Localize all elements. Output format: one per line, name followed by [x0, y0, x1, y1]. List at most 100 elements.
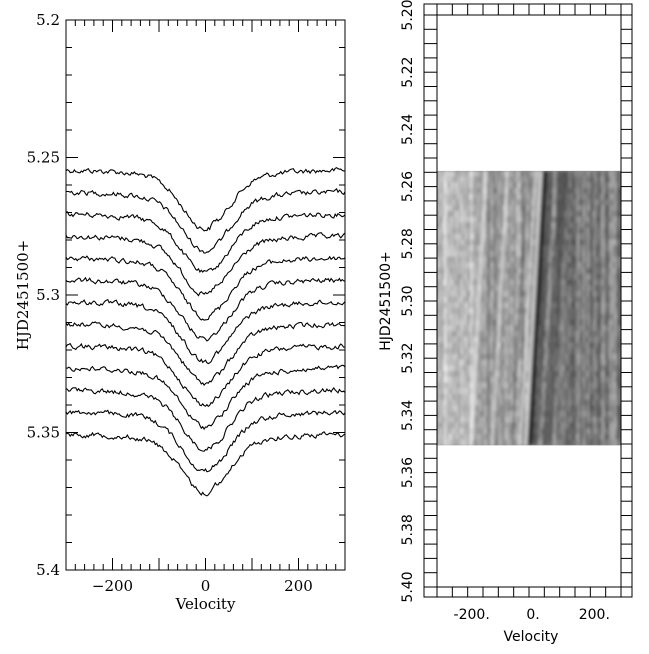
heatmap-cell [509, 199, 512, 206]
heatmap-cell [573, 371, 576, 378]
heatmap-cell [599, 353, 602, 361]
heatmap-cell [611, 439, 614, 446]
heatmap-cell [517, 222, 520, 229]
heatmap-cell [443, 188, 446, 195]
heatmap-cell [531, 296, 534, 304]
heatmap-cell [619, 416, 621, 424]
heatmap-cell [485, 268, 488, 275]
heatmap-cell [615, 170, 618, 178]
heatmap-cell [571, 428, 574, 435]
heatmap-cell [443, 313, 446, 321]
heatmap-cell [481, 331, 484, 338]
heatmap-cell [507, 290, 510, 298]
heatmap-cell [527, 176, 530, 183]
heatmap-cell [609, 245, 612, 252]
heatmap-cell [609, 205, 612, 212]
heatmap-cell [613, 199, 616, 206]
heatmap-cell [495, 308, 498, 315]
trailed-spectrum-panel: -200. 0. 200. 5.205.225.245.265.285.305.32… [378, 0, 633, 645]
heatmap-cell [467, 222, 470, 229]
heatmap-cell [479, 199, 482, 206]
heatmap-cell [515, 319, 518, 326]
heatmap-cell [557, 388, 560, 395]
heatmap-cell [559, 365, 562, 372]
heatmap-cell [611, 176, 614, 183]
heatmap-cell [587, 262, 590, 269]
heatmap-cell [455, 411, 458, 418]
heatmap-cell [507, 279, 510, 286]
heatmap-cell [579, 399, 582, 406]
heatmap-cell [555, 393, 558, 401]
left-x-tick-label: −200 [92, 577, 133, 595]
heatmap-cell [453, 365, 456, 372]
heatmap-cell [567, 205, 570, 212]
heatmap-cell [529, 199, 532, 206]
heatmap-cell [535, 188, 538, 195]
heatmap-cell [593, 176, 596, 183]
heatmap-cell [577, 348, 580, 355]
heatmap-cell [481, 371, 484, 378]
heatmap-cell [485, 216, 488, 223]
heatmap-cell [583, 210, 586, 218]
heatmap-cell [463, 268, 466, 275]
heatmap-cell [437, 371, 440, 378]
heatmap-cell [607, 188, 610, 195]
heatmap-cell [491, 313, 494, 321]
heatmap-cell [515, 262, 518, 269]
heatmap-cell [481, 308, 484, 315]
heatmap-cell [453, 256, 456, 263]
heatmap-cell [591, 365, 594, 372]
heatmap-cell [463, 222, 466, 229]
heatmap-cell [459, 353, 462, 361]
heatmap-cell [457, 308, 460, 315]
heatmap-cell [619, 393, 621, 401]
heatmap-cell [529, 216, 532, 223]
heatmap-cell [579, 210, 582, 218]
heatmap-cell [457, 439, 460, 446]
heatmap-cell [557, 433, 560, 441]
heatmap-cell [617, 245, 620, 252]
heatmap-cell [479, 170, 482, 178]
heatmap-cell [477, 399, 480, 406]
heatmap-cell [455, 273, 458, 281]
heatmap-cell [461, 182, 464, 189]
heatmap-cell [575, 331, 578, 338]
heatmap-cell [567, 388, 570, 395]
heatmap-cell [587, 348, 590, 355]
heatmap-cell [597, 405, 600, 412]
heatmap-cell [505, 428, 508, 435]
heatmap-cell [503, 279, 506, 286]
heatmap-cell [605, 325, 608, 332]
heatmap-cell [575, 290, 578, 298]
heatmap-cell [565, 388, 568, 395]
heatmap-cell [465, 302, 468, 309]
heatmap-cell [585, 313, 588, 321]
heatmap-cell [619, 228, 621, 235]
heatmap-cell [523, 285, 526, 292]
heatmap-cell [443, 290, 446, 298]
heatmap-cell [437, 382, 440, 389]
heatmap-cell [581, 439, 584, 446]
heatmap-cell [563, 422, 566, 429]
heatmap-cell [497, 428, 500, 435]
heatmap-cell [593, 416, 596, 424]
heatmap-cell [493, 193, 496, 201]
heatmap-cell [519, 319, 522, 326]
heatmap-cell [587, 388, 590, 395]
heatmap-cell [449, 331, 452, 338]
heatmap-cell [523, 199, 526, 206]
heatmap-cell [563, 439, 566, 446]
heatmap-cell [579, 422, 582, 429]
heatmap-cell [503, 405, 506, 412]
heatmap-cell [467, 399, 470, 406]
heatmap-cell [509, 422, 512, 429]
heatmap-cell [489, 376, 492, 384]
heatmap-cell [513, 176, 516, 183]
heatmap-cell [587, 302, 590, 309]
heatmap-cell [479, 371, 482, 378]
heatmap-cell [503, 348, 506, 355]
heatmap-cell [503, 262, 506, 269]
heatmap-cell [457, 216, 460, 223]
heatmap-cell [529, 233, 532, 241]
heatmap-cell [517, 290, 520, 298]
